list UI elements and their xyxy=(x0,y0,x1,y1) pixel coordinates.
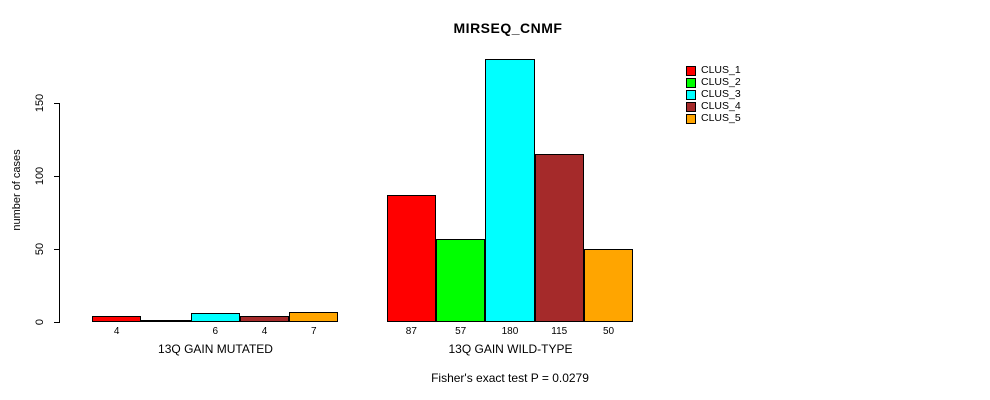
y-axis-tick xyxy=(54,248,60,250)
bar-clus_5-mutated xyxy=(289,311,339,322)
y-axis-tick-label: 50 xyxy=(34,242,46,256)
bar-value-label-clus_1-wildtype: 87 xyxy=(405,326,417,337)
legend-swatch-clus_5 xyxy=(686,114,696,124)
y-axis-tick-label: 150 xyxy=(34,93,46,113)
y-axis-tick xyxy=(54,102,60,104)
bar-clus_3-mutated xyxy=(190,313,240,322)
bar-value-label-clus_5-wildtype: 50 xyxy=(602,326,615,337)
legend-label-clus_3: CLUS_3 xyxy=(701,88,741,100)
legend-label-clus_4: CLUS_4 xyxy=(701,100,741,112)
pvalue-annotation: Fisher's exact test P = 0.0279 xyxy=(431,371,589,385)
bar-clus_4-wildtype xyxy=(534,154,584,322)
bar-clus_3-wildtype xyxy=(485,59,535,322)
bar-clus_1-wildtype xyxy=(386,194,436,322)
y-axis-label: number of cases xyxy=(11,149,23,231)
legend-label-clus_2: CLUS_2 xyxy=(701,76,741,88)
bar-clus_5-wildtype xyxy=(583,249,634,322)
bar-value-label-clus_4-wildtype: 115 xyxy=(551,326,568,337)
group-label-wildtype: 13Q GAIN WILD-TYPE xyxy=(448,342,573,356)
bar-value-label-clus_4-mutated: 4 xyxy=(261,326,268,337)
bar-value-label-clus_2-wildtype: 57 xyxy=(455,326,467,337)
y-axis-tick-label: 100 xyxy=(34,166,46,186)
bar-clus_2-mutated xyxy=(141,320,191,322)
bar-value-label-clus_5-mutated: 7 xyxy=(311,326,317,337)
y-axis-tick xyxy=(54,321,60,323)
bar-value-label-clus_1-mutated: 4 xyxy=(113,326,120,337)
legend-swatch-clus_2 xyxy=(686,78,696,88)
y-axis-line xyxy=(59,103,60,323)
bar-value-label-clus_3-mutated: 6 xyxy=(212,326,219,337)
bar-value-label-clus_3-wildtype: 180 xyxy=(501,326,519,337)
bar-clus_4-mutated xyxy=(239,316,290,322)
legend-swatch-clus_3 xyxy=(686,90,696,100)
y-axis-tick xyxy=(54,175,60,177)
y-axis-tick-label: 0 xyxy=(34,318,46,326)
group-label-mutated: 13Q GAIN MUTATED xyxy=(158,342,273,356)
bar-clus_1-mutated xyxy=(92,316,142,322)
bar-clus_2-wildtype xyxy=(436,238,486,322)
legend-swatch-clus_4 xyxy=(686,102,696,112)
chart-title: MIRSEQ_CNMF xyxy=(453,20,563,36)
legend-swatch-clus_1 xyxy=(686,66,696,76)
legend-label-clus_5: CLUS_5 xyxy=(701,112,741,124)
legend-label-clus_1: CLUS_1 xyxy=(701,64,741,76)
